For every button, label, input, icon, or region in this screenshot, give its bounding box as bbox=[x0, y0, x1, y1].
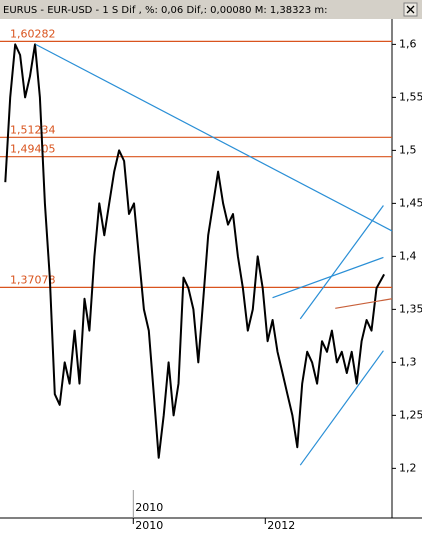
y-tick-label: 1,4 bbox=[399, 249, 417, 262]
y-tick-label: 1,35 bbox=[399, 302, 422, 315]
y-tick-label: 1,5 bbox=[399, 143, 417, 156]
y-tick-label: 1,2 bbox=[399, 461, 417, 474]
y-tick-label: 1,25 bbox=[399, 408, 422, 421]
y-tick-label: 1,6 bbox=[399, 37, 417, 50]
price-line bbox=[4, 43, 385, 459]
trend-line bbox=[35, 43, 393, 232]
y-tick-label: 1,45 bbox=[399, 196, 422, 209]
close-icon bbox=[406, 5, 415, 14]
x-tick-label: 2010 bbox=[135, 519, 163, 532]
trend-line bbox=[299, 205, 384, 320]
level-label: 1,49405 bbox=[10, 143, 56, 156]
trend-line bbox=[335, 298, 393, 309]
cursor-label: 2010 bbox=[135, 501, 163, 514]
level-label: 1,37078 bbox=[10, 273, 56, 286]
trend-line bbox=[299, 350, 384, 466]
x-tick-label: 2012 bbox=[267, 519, 295, 532]
y-tick-label: 1,55 bbox=[399, 90, 422, 103]
trend-line bbox=[272, 256, 384, 299]
level-label: 1,51234 bbox=[10, 123, 56, 136]
y-tick-label: 1,3 bbox=[399, 355, 417, 368]
header-text: EURUS - EUR-USD - 1 S Dif , %: 0,06 Dif,… bbox=[3, 5, 328, 16]
level-label: 1,60282 bbox=[10, 27, 56, 40]
header-bar bbox=[0, 0, 422, 19]
